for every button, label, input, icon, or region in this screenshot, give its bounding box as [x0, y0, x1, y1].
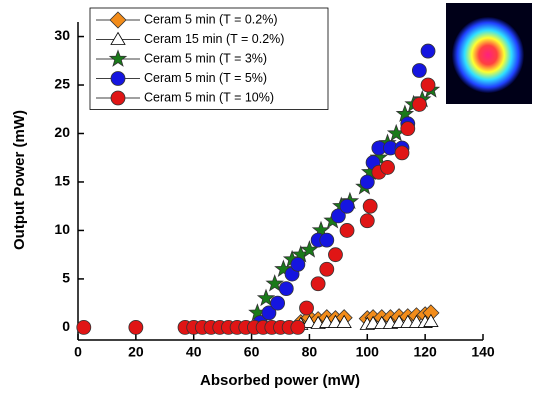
point	[300, 240, 319, 258]
series	[76, 77, 436, 335]
point	[359, 174, 375, 190]
point	[359, 213, 375, 229]
beam-spot	[452, 17, 524, 93]
x-tick-label: 40	[186, 344, 202, 360]
point	[301, 314, 318, 328]
legend-text: Ceram 5 min (T = 10%)	[144, 90, 274, 104]
series	[252, 43, 436, 330]
legend-text: Ceram 5 min (T = 5%)	[144, 71, 267, 85]
legend-marker	[108, 49, 128, 67]
y-tick-label: 30	[54, 27, 70, 43]
y-tick-label: 25	[54, 76, 70, 92]
point	[290, 256, 306, 272]
y-tick-label: 0	[62, 318, 70, 334]
legend-marker	[110, 90, 126, 106]
legend-text: Ceram 15 min (T = 0.2%)	[144, 32, 284, 46]
y-tick-label: 5	[62, 270, 70, 286]
point	[76, 319, 92, 335]
point	[274, 259, 293, 278]
point	[380, 160, 395, 175]
point	[339, 223, 355, 238]
point	[278, 281, 294, 297]
legend-text: Ceram 5 min (T = 3%)	[144, 51, 267, 65]
point	[330, 208, 346, 224]
point	[411, 97, 427, 112]
point	[319, 261, 335, 277]
x-tick-label: 100	[356, 344, 380, 360]
x-tick-label: 0	[74, 344, 82, 360]
point	[128, 319, 144, 335]
x-tick-label: 60	[244, 344, 260, 360]
x-tick-label: 140	[471, 344, 495, 360]
legend-marker	[109, 11, 127, 29]
legend-text: Ceram 5 min (T = 0.2%)	[144, 12, 278, 26]
y-tick-label: 20	[54, 124, 70, 140]
point	[256, 288, 276, 307]
point	[319, 232, 335, 248]
legend-marker	[110, 71, 126, 86]
point	[394, 145, 410, 161]
point	[339, 198, 355, 214]
point	[265, 274, 284, 292]
x-axis-title: Absorbed power (mW)	[200, 372, 360, 389]
point	[423, 313, 439, 327]
point	[400, 121, 416, 137]
y-tick-label: 15	[54, 173, 70, 189]
legend-marker	[110, 31, 126, 45]
point	[336, 314, 352, 328]
point	[420, 77, 436, 93]
point	[411, 63, 427, 78]
x-tick-label: 80	[302, 344, 318, 360]
y-axis-title: Output Power (mW)	[11, 110, 28, 250]
point	[362, 198, 378, 214]
x-tick-label: 20	[128, 344, 144, 360]
x-tick-label: 120	[413, 344, 437, 360]
point	[299, 300, 314, 316]
point	[270, 295, 286, 311]
y-tick-label: 10	[54, 221, 70, 237]
point	[261, 305, 277, 321]
point	[420, 43, 436, 59]
point	[310, 276, 326, 292]
point	[328, 247, 343, 263]
point	[290, 319, 306, 335]
